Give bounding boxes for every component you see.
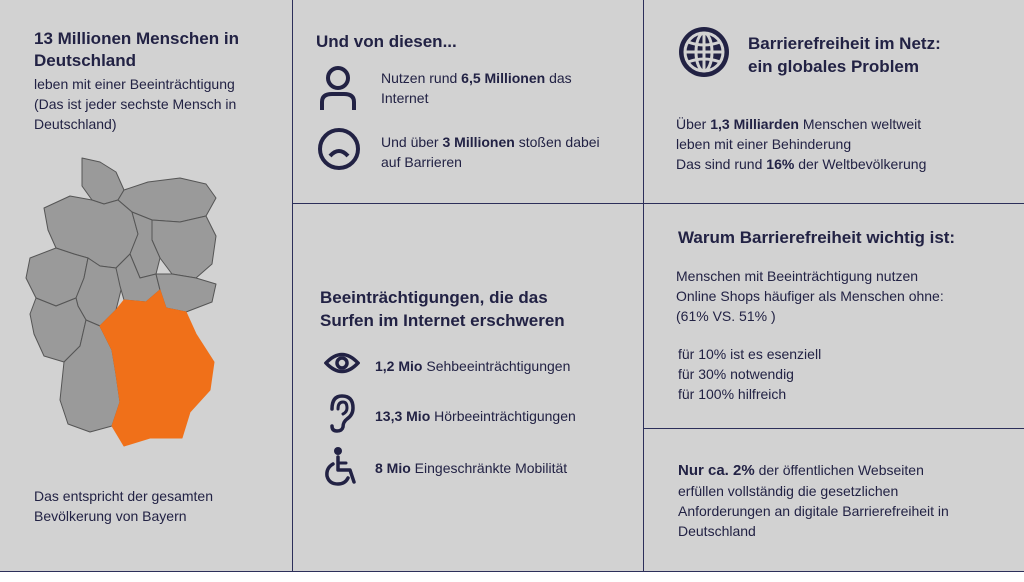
internet-item-2: Und über 3 Millionen stoßen dabei auf Ba…: [381, 132, 636, 172]
impairment-item-hearing: 13,3 Mio Hörbeeinträchtigungen: [375, 408, 576, 424]
impairment-item-mobility: 8 Mio Eingeschränkte Mobilität: [375, 460, 567, 476]
compliance-text: Nur ca. 2% der öffentlichen Webseiten er…: [678, 460, 1013, 541]
germany-map-icon: [20, 150, 240, 460]
compliance-line4: Deutschland: [678, 523, 756, 539]
impairment-item-sight: 1,2 Mio Sehbeeinträchtigungen: [375, 358, 570, 374]
ear-icon: [326, 393, 356, 433]
germany-heading-line1: 13 Millionen Menschen in: [34, 29, 239, 48]
globe-icon: [676, 24, 732, 80]
person-icon: [318, 64, 358, 114]
panel-compliance: [644, 429, 1024, 571]
item1-line2: Internet: [381, 90, 429, 106]
germany-sub-line3: Deutschland): [34, 116, 117, 132]
item2-line2: auf Barrieren: [381, 154, 462, 170]
divider: [643, 0, 644, 571]
sad-face-icon: [316, 126, 362, 172]
impairment-sight-value: 1,2 Mio: [375, 358, 423, 374]
impairments-heading-line2: Surfen im Internet erschweren: [320, 311, 565, 330]
internet-item-1: Nutzen rund 6,5 Millionen das Internet: [381, 68, 636, 108]
item2-bold: 3 Millionen: [442, 134, 515, 150]
global-text: Über 1,3 Milliarden Menschen weltweit le…: [676, 114, 1006, 174]
impairment-hearing-label: Hörbeeinträchtigungen: [430, 408, 576, 424]
global-heading-line1: Barrierefreiheit im Netz:: [748, 34, 941, 53]
why-p-line1: Menschen mit Beeinträchtigung nutzen: [676, 268, 919, 284]
impairment-hearing-value: 13,3 Mio: [375, 408, 431, 424]
why-heading: Warum Barrierefreiheit wichtig ist:: [678, 228, 956, 247]
germany-heading-line2: Deutschland: [34, 51, 137, 70]
item2-pre: Und über: [381, 134, 443, 150]
impairment-sight-label: Sehbeeinträchtigungen: [422, 358, 571, 374]
global-line3-bold: 16%: [766, 156, 795, 172]
panel-why: [644, 204, 1024, 428]
why-p-line3: (61% VS. 51% ): [676, 308, 776, 324]
compliance-line2: erfüllen vollständig die gesetzlichen: [678, 483, 899, 499]
global-line1-pre: Über: [676, 116, 711, 132]
germany-sub-line2: (Das ist jeder sechste Mensch in: [34, 96, 237, 112]
global-line3-pre: Das sind rund: [676, 156, 767, 172]
why-paragraph: Menschen mit Beeinträchtigung nutzen Onl…: [676, 266, 1006, 326]
item1-pre: Nutzen rund: [381, 70, 462, 86]
impairments-heading: Beeinträchtigungen, die das Surfen im In…: [320, 286, 640, 332]
panel-internet-users: [293, 0, 643, 203]
compliance-line3: Anforderungen an digitale Barrierefreihe…: [678, 503, 949, 519]
impairment-mobility-value: 8 Mio: [375, 460, 411, 476]
compliance-line1-post: der öffentlichen Webseiten: [754, 462, 924, 478]
internet-heading: Und von diesen...: [316, 32, 457, 51]
global-line3-post: der Weltbevölkerung: [794, 156, 927, 172]
panel-impairments: [293, 204, 643, 571]
germany-footer-line1: Das entspricht der gesamten: [34, 488, 213, 504]
why-list-item: für 30% notwendig: [678, 366, 794, 382]
global-heading: Barrierefreiheit im Netz: ein globales P…: [748, 32, 1008, 78]
eye-icon: [324, 350, 360, 376]
global-line1-post: Menschen weltweit: [798, 116, 922, 132]
global-heading-line2: ein globales Problem: [748, 57, 919, 76]
impairments-heading-line1: Beeinträchtigungen, die das: [320, 288, 548, 307]
why-p-line2: Online Shops häufiger als Menschen ohne:: [676, 288, 944, 304]
divider: [0, 571, 1024, 572]
divider: [644, 428, 1024, 429]
item1-post: das: [545, 70, 572, 86]
germany-footer: Das entspricht der gesamten Bevölkerung …: [34, 486, 289, 526]
divider: [293, 203, 1024, 204]
germany-footer-line2: Bevölkerung von Bayern: [34, 508, 187, 524]
global-line1-bold: 1,3 Milliarden: [710, 116, 799, 132]
impairment-mobility-label: Eingeschränkte Mobilität: [410, 460, 568, 476]
divider: [292, 0, 293, 571]
why-list: für 10% ist es esenziell für 30% notwend…: [678, 344, 998, 404]
compliance-bold: Nur ca. 2%: [678, 462, 755, 479]
item2-post: stoßen dabei: [514, 134, 600, 150]
wheelchair-icon: [324, 446, 360, 486]
germany-sub-line1: leben mit einer Beeinträchtigung: [34, 76, 235, 92]
why-list-item: für 100% hilfreich: [678, 386, 787, 402]
why-list-item: für 10% ist es esenziell: [678, 346, 822, 362]
global-line2: leben mit einer Behinderung: [676, 136, 852, 152]
item1-bold: 6,5 Millionen: [461, 70, 546, 86]
germany-subtext: leben mit einer Beeinträchtigung (Das is…: [34, 74, 289, 134]
germany-heading: 13 Millionen Menschen in Deutschland: [34, 28, 284, 72]
